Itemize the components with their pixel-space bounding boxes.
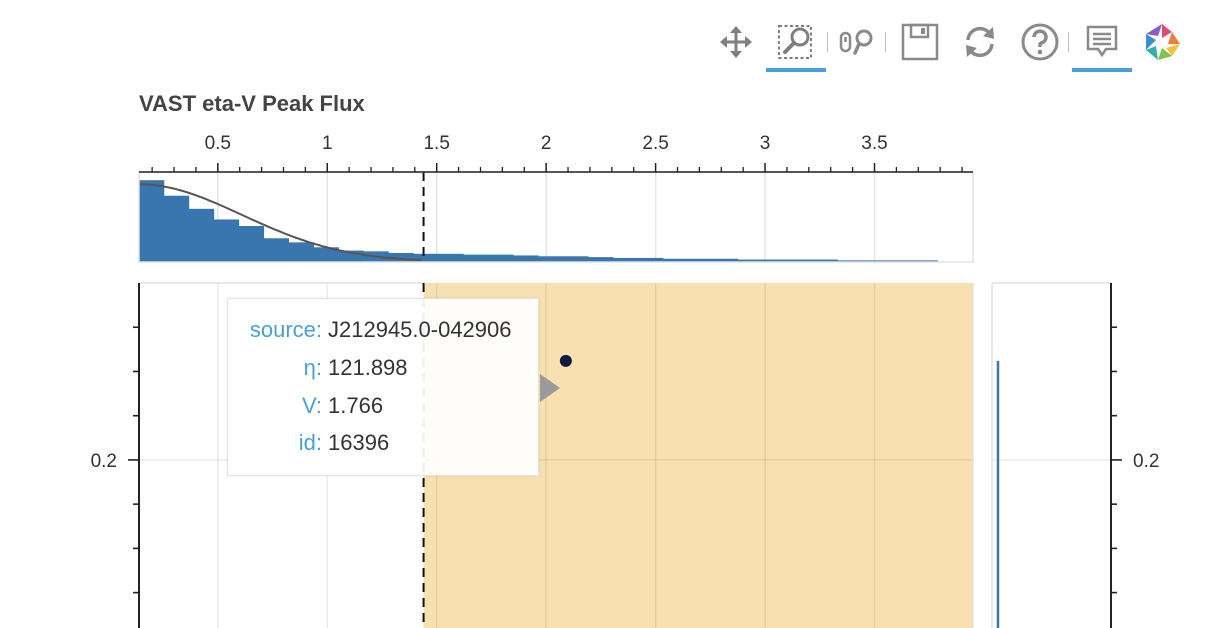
histogram-bar [238,226,265,262]
histogram-fit-curve [139,183,422,262]
histogram-title: VAST eta-V Peak Flux [139,91,366,116]
histogram-bar [638,257,664,262]
histogram-bar [438,253,464,262]
histogram-bar [613,257,639,262]
pan-tool-button[interactable] [716,22,756,62]
hover-tool-button[interactable] [1082,22,1122,62]
move-arrows-icon [720,26,752,58]
histogram-bar [862,260,888,262]
histogram-bar [687,258,714,262]
histogram-bar [712,258,739,262]
y-tick-label-right: 0.2 [1133,451,1159,472]
histogram-bar [163,195,190,262]
hover-active-indicator [1072,68,1132,72]
histogram-plot: 0.5 1 1.5 2 2.5 3 3.5 [138,133,974,263]
histogram-bar [762,259,789,262]
histogram-bar [538,256,564,262]
wheel-zoom-icon [839,29,873,55]
histogram-bar [139,180,165,262]
tooltip-key: id: [298,430,322,455]
x-tick-label: 2 [541,133,552,154]
histogram-bar [513,255,539,262]
x-tick-label: 3.5 [861,133,887,154]
side-histogram-plot: 0.2 [991,282,1159,628]
hover-tooltip-icon [1086,25,1118,58]
histogram-bar [288,242,314,262]
tooltip-value: 16396 [328,430,390,455]
toolbar-divider [827,32,828,52]
x-tick-label: 1.5 [423,133,449,154]
histogram-bar [263,238,290,262]
tooltip-row-v: V: 1.766 [228,391,540,421]
histogram-bar [588,257,614,262]
save-tool-button[interactable] [900,22,940,62]
x-tick-label: 0.5 [205,133,231,154]
histogram-bar [737,259,764,262]
x-tick-label: 3 [760,133,771,154]
hover-tooltip: source: J212945.0-042906 η: 121.898 V: 1… [227,298,539,476]
bokeh-logo-link[interactable] [1142,22,1182,62]
histogram-bar [463,254,489,262]
histogram-bar [188,208,215,262]
histogram-bar [663,258,689,262]
plot-toolbar [0,0,1214,80]
floppy-disk-icon [901,23,939,61]
histogram-bar [388,253,414,262]
histogram-bar [213,219,240,262]
tooltip-key: V: [302,393,322,418]
tooltip-value: J212945.0-042906 [328,317,512,342]
histogram-bar [313,247,339,262]
question-mark-icon [1021,23,1059,61]
toolbar-divider [885,32,886,52]
box-zoom-active-indicator [766,68,826,72]
histogram-bar [912,260,938,262]
tooltip-key: η: [303,355,322,380]
x-tick-label: 2.5 [642,133,668,154]
histogram-bar [887,260,913,262]
box-zoom-tool-button[interactable] [776,22,816,62]
reset-tool-button[interactable] [960,22,1000,62]
histogram-bar [413,253,439,262]
tooltip-key: source: [249,317,322,342]
wheel-zoom-tool-button[interactable] [838,22,878,62]
tooltip-row-source: source: J212945.0-042906 [228,315,540,345]
histogram-bar [338,250,364,262]
tooltip-row-id: id: 16396 [228,428,540,458]
tooltip-value: 1.766 [328,393,384,418]
bokeh-logo-icon [1146,24,1180,60]
histogram-bar [837,260,863,262]
histogram-bar [488,254,514,262]
tooltip-value: 121.898 [328,355,408,380]
tooltip-row-eta: η: 121.898 [228,353,540,383]
reset-icon [966,26,994,58]
toolbar-divider [1068,32,1069,52]
histogram-bar [563,256,589,262]
tooltip-pointer-arrow [540,374,560,402]
scatter-point [559,354,572,367]
histogram-bar [787,259,814,262]
y-tick-label: 0.2 [91,451,117,472]
histogram-bar [812,259,839,262]
box-zoom-icon [778,25,812,59]
help-tool-button[interactable] [1020,22,1060,62]
x-tick-label: 1 [322,133,333,154]
